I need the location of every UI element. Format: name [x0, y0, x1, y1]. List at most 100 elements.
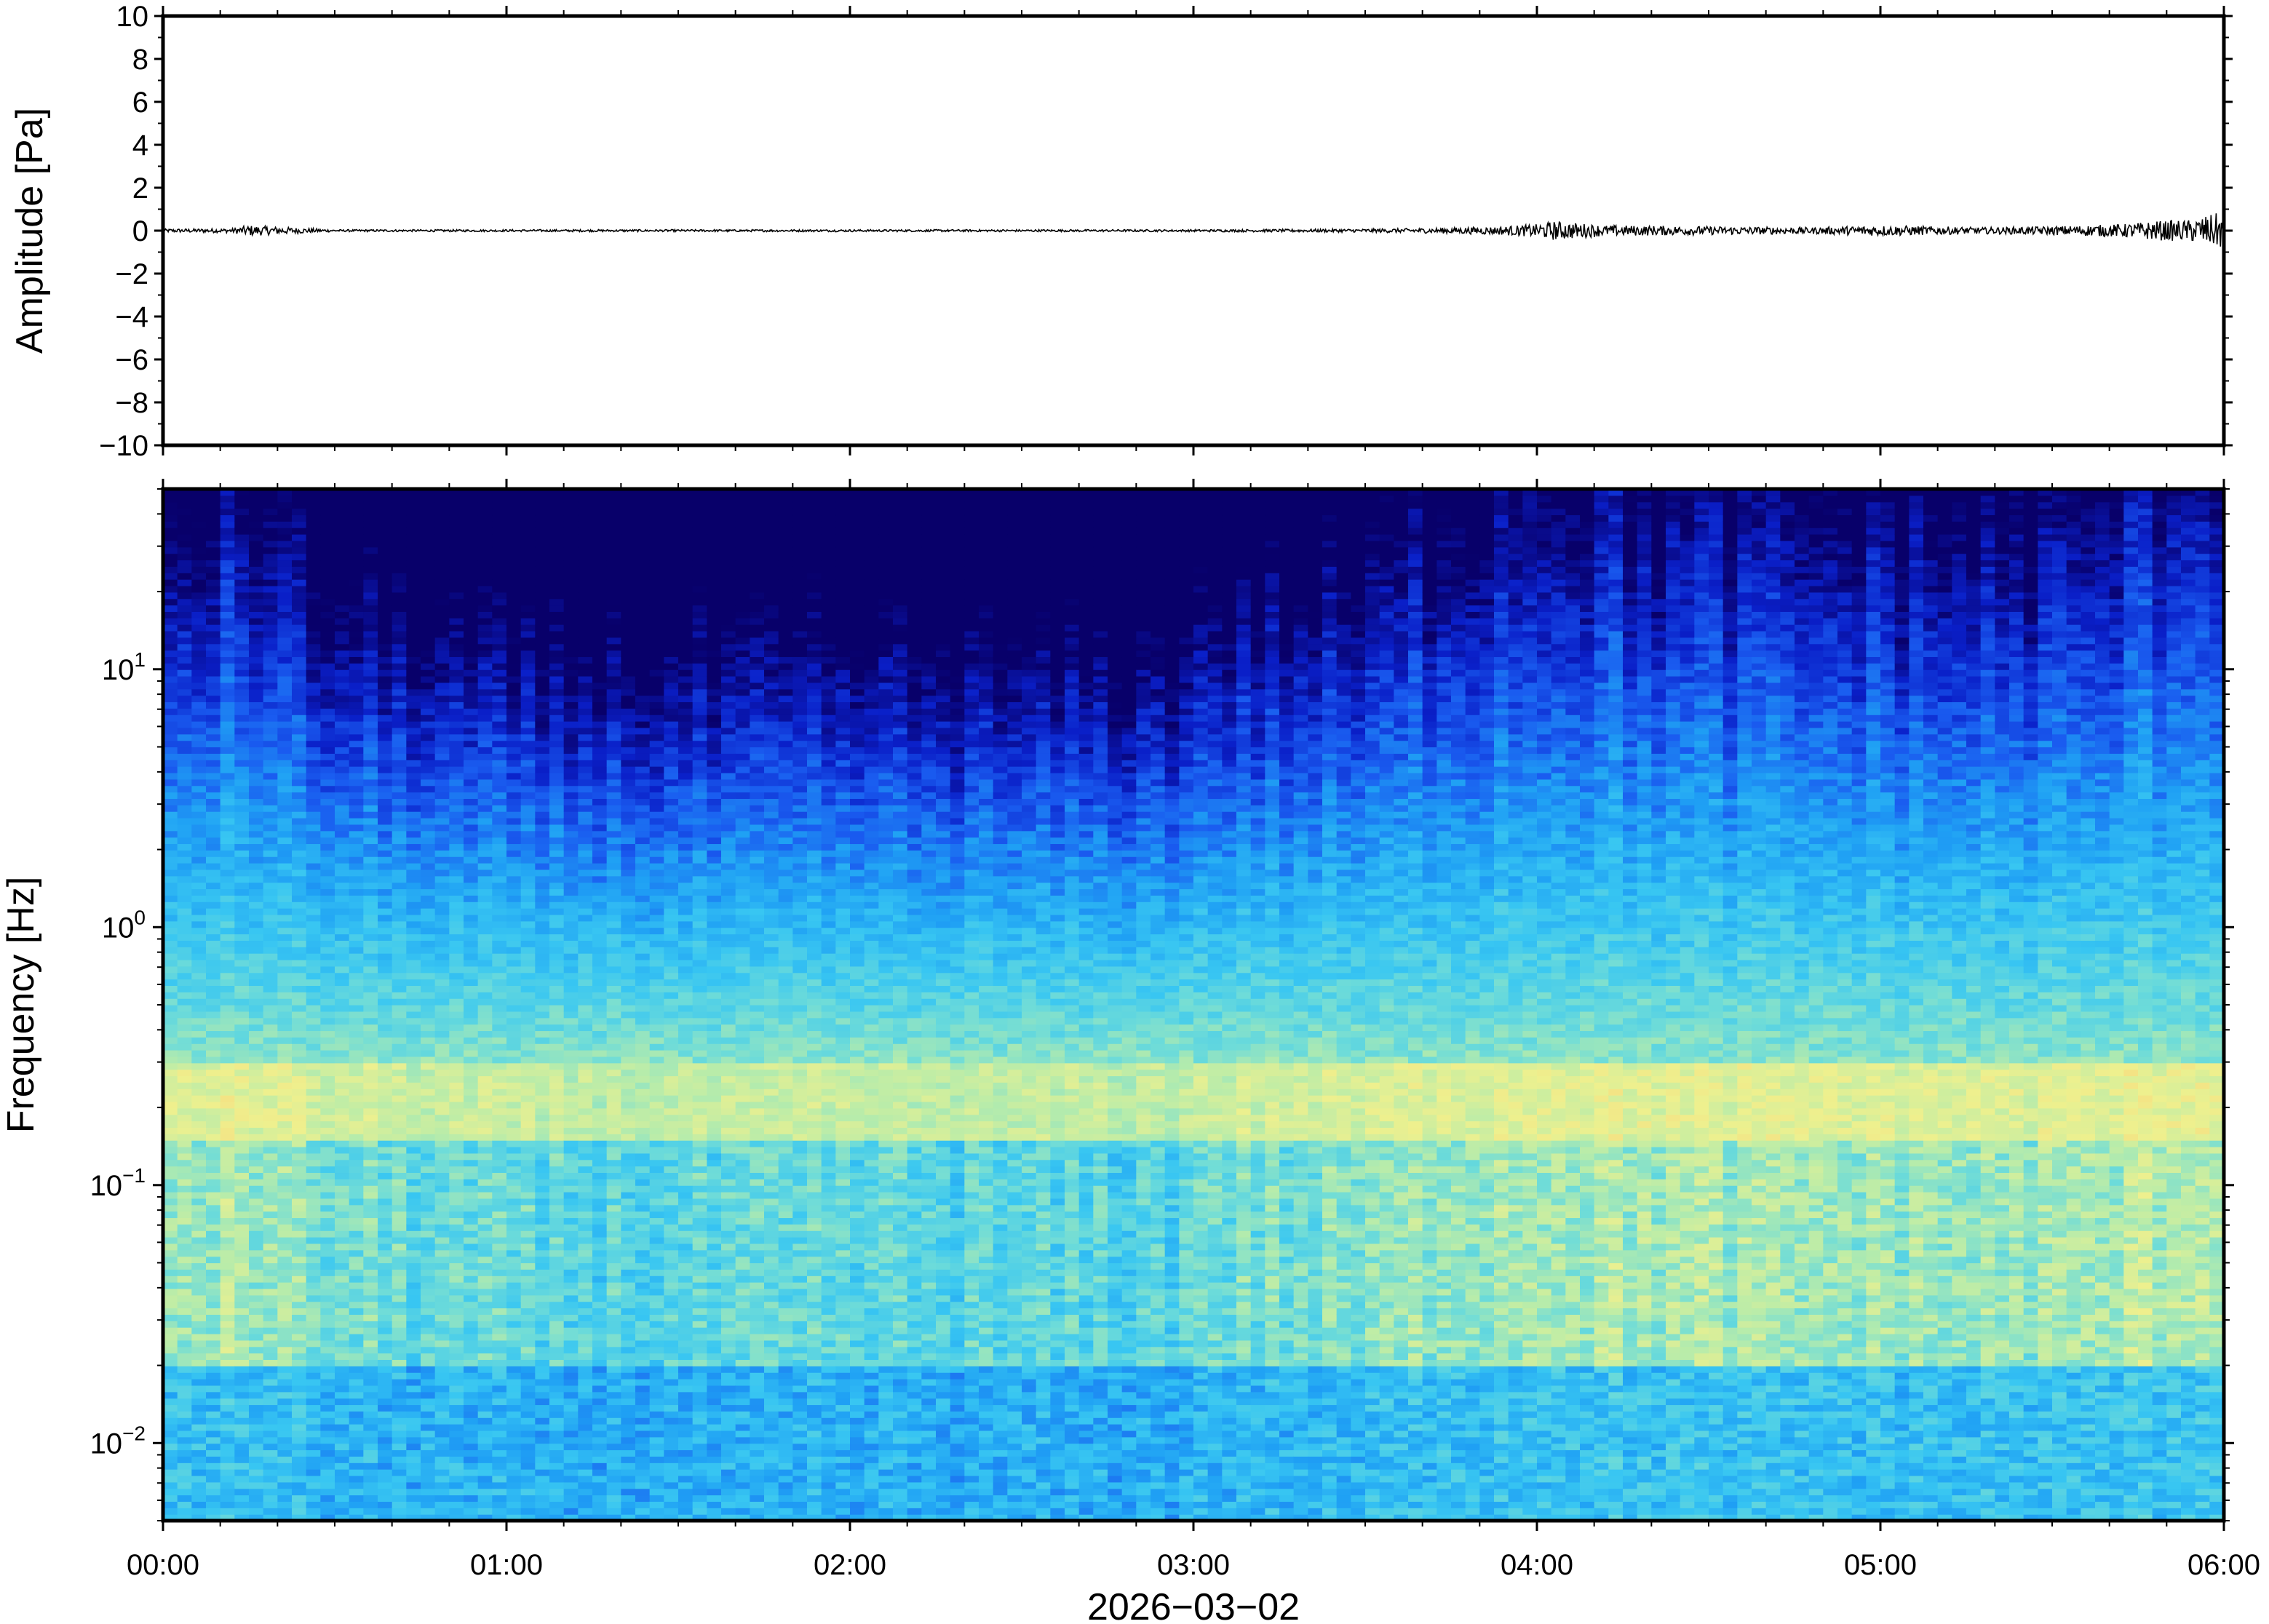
- spectrogram-cell: [277, 1082, 293, 1089]
- spectrogram-cell: [335, 869, 350, 877]
- spectrogram-cell: [464, 566, 479, 573]
- spectrogram-cell: [563, 1340, 579, 1348]
- spectrogram-cell: [421, 979, 436, 987]
- spectrogram-cell: [535, 611, 550, 618]
- spectrogram-cell: [563, 1391, 579, 1399]
- spectrogram-cell: [163, 1307, 178, 1315]
- spectrogram-cell: [549, 514, 565, 522]
- spectrogram-cell: [349, 1075, 364, 1083]
- spectrogram-cell: [549, 1288, 565, 1296]
- spectrogram-cell: [434, 521, 450, 528]
- spectrogram-cell: [520, 1082, 536, 1089]
- spectrogram-cell: [492, 611, 507, 618]
- spectrogram-cell: [206, 1379, 221, 1386]
- spectrogram-cell: [378, 998, 393, 1006]
- spectrogram-cell: [263, 592, 278, 600]
- spectrogram-cell: [363, 1224, 378, 1231]
- spectrogram-cell: [191, 1050, 207, 1057]
- spectrogram-cell: [220, 1417, 235, 1425]
- spectrogram-cell: [378, 1436, 393, 1444]
- spectrogram-cell: [234, 1430, 250, 1438]
- spectrogram-cell: [363, 624, 378, 632]
- spectrogram-cell: [506, 1469, 522, 1476]
- spectrogram-cell: [335, 992, 350, 999]
- spectrogram-cell: [578, 1314, 593, 1321]
- spectrogram-cell: [492, 514, 507, 522]
- spectrogram-cell: [592, 1127, 608, 1134]
- spectrogram-cell: [320, 1398, 335, 1406]
- spectrogram-cell: [249, 953, 264, 960]
- spectrogram-cell: [520, 1404, 536, 1412]
- spectrogram-cell: [378, 721, 393, 728]
- spectrogram-cell: [563, 1301, 579, 1309]
- spectrogram-cell: [578, 695, 593, 703]
- spectrogram-cell: [306, 566, 321, 573]
- spectrogram-cell: [177, 701, 192, 709]
- spectrogram-cell: [234, 1211, 250, 1219]
- spectrogram-cell: [206, 1237, 221, 1244]
- spectrogram-cell: [535, 1430, 550, 1438]
- spectrogram-cell: [263, 1153, 278, 1161]
- spectrogram-cell: [434, 882, 450, 890]
- spectrogram-cell: [520, 798, 536, 805]
- spectrogram-cell: [477, 701, 493, 709]
- spectrogram-cell: [578, 1043, 593, 1051]
- spectrogram-cell: [549, 1404, 565, 1412]
- spectrogram-cell: [549, 1372, 565, 1380]
- spectrogram-cell: [578, 501, 593, 509]
- spectrogram-cell: [220, 1391, 235, 1399]
- spectrogram-cell: [163, 1069, 178, 1077]
- spectrogram-cell: [335, 1514, 350, 1521]
- spectrogram-cell: [535, 1075, 550, 1083]
- spectrogram-cell: [563, 1198, 579, 1206]
- spectrogram-cell: [220, 1256, 235, 1264]
- spectrogram-cell: [163, 701, 178, 709]
- spectrogram-cell: [349, 618, 364, 625]
- spectrogram-cell: [563, 972, 579, 980]
- spectrogram-cell: [506, 1333, 522, 1341]
- spectrogram-cell: [392, 1346, 407, 1354]
- spectrogram-cell: [392, 1037, 407, 1044]
- spectrogram-cell: [363, 579, 378, 586]
- spectrogram-cell: [349, 1107, 364, 1115]
- spectrogram-cell: [406, 1469, 421, 1476]
- spectrogram-cell: [320, 1056, 335, 1064]
- spectrogram-cell: [277, 1037, 293, 1044]
- spectrogram-cell: [306, 1430, 321, 1438]
- spectrogram-cell: [578, 721, 593, 728]
- spectrogram-cell: [520, 560, 536, 567]
- spectrogram-cell: [191, 837, 207, 845]
- spectrogram-cell: [177, 1379, 192, 1386]
- spectrogram-cell: [520, 708, 536, 715]
- spectrogram-cell: [434, 798, 450, 805]
- spectrogram-cell: [464, 1082, 479, 1089]
- spectrogram-cell: [578, 708, 593, 715]
- spectrogram-cell: [335, 1436, 350, 1444]
- spectrogram-cell: [492, 553, 507, 561]
- spectrogram-cell: [191, 1005, 207, 1012]
- spectrogram-cell: [492, 1127, 507, 1134]
- spectrogram-cell: [578, 843, 593, 851]
- spectrogram-cell: [206, 927, 221, 935]
- spectrogram-cell: [163, 856, 178, 864]
- spectrogram-cell: [335, 1443, 350, 1451]
- spectrogram-cell: [406, 573, 421, 580]
- spectrogram-cell: [163, 1443, 178, 1451]
- spectrogram-cell: [549, 1314, 565, 1321]
- spectrogram-cell: [464, 1088, 479, 1096]
- spectrogram-cell: [249, 798, 264, 805]
- spectrogram-cell: [549, 546, 565, 554]
- spectrogram-cell: [563, 1475, 579, 1483]
- spectrogram-cell: [549, 1082, 565, 1089]
- spectrogram-cell: [464, 715, 479, 722]
- spectrogram-cell: [477, 1321, 493, 1328]
- spectrogram-cell: [163, 1481, 178, 1489]
- spectrogram-cell: [406, 624, 421, 632]
- spectrogram-cell: [263, 540, 278, 548]
- spectrogram-cell: [421, 1456, 436, 1463]
- spectrogram-cell: [249, 546, 264, 554]
- spectrogram-cell: [464, 1436, 479, 1444]
- spectrogram-cell: [434, 1404, 450, 1412]
- spectrogram-cell: [392, 676, 407, 683]
- spectrogram-cell: [206, 869, 221, 877]
